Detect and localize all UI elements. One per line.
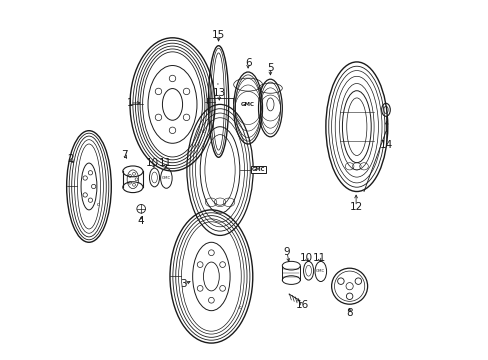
- Text: 7: 7: [121, 150, 128, 160]
- Text: 14: 14: [379, 140, 392, 150]
- Text: c: c: [238, 305, 241, 310]
- Text: 11: 11: [312, 253, 325, 264]
- Text: 10: 10: [145, 158, 159, 168]
- Text: 15: 15: [211, 30, 225, 40]
- Text: 5: 5: [266, 63, 273, 73]
- Text: 12: 12: [349, 202, 362, 212]
- Text: ': ': [216, 82, 218, 88]
- Text: 16: 16: [296, 300, 309, 310]
- Text: 11: 11: [158, 158, 172, 168]
- Text: c: c: [201, 129, 204, 134]
- Text: GMC: GMC: [316, 269, 325, 274]
- Text: 4: 4: [138, 216, 144, 226]
- Text: GMC: GMC: [241, 102, 255, 107]
- Text: 3: 3: [180, 279, 186, 289]
- Text: 6: 6: [244, 58, 251, 68]
- Text: 13: 13: [212, 88, 225, 98]
- Text: 10: 10: [299, 253, 312, 264]
- Text: 9: 9: [283, 247, 290, 257]
- Text: 8: 8: [346, 308, 352, 318]
- Text: GMC: GMC: [251, 167, 264, 172]
- Text: 2: 2: [67, 154, 74, 164]
- Text: 1: 1: [126, 98, 133, 108]
- Text: c: c: [97, 202, 99, 207]
- Text: GMC: GMC: [162, 176, 171, 180]
